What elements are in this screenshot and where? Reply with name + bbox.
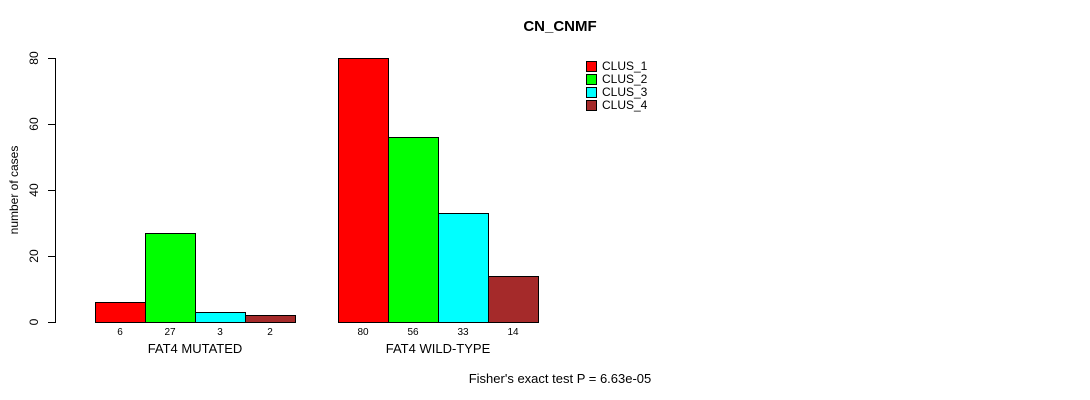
y-tick-label: 80 (27, 51, 41, 65)
chart-title: CN_CNMF (523, 18, 597, 35)
bar-clus_4 (488, 276, 539, 323)
bar-value-label: 56 (407, 327, 419, 338)
y-tick-mark (48, 124, 55, 125)
bar-value-label: 14 (507, 327, 519, 338)
group-label: FAT4 MUTATED (147, 341, 243, 356)
bar-value-label: 6 (117, 327, 123, 338)
bar-clus_3 (438, 213, 489, 323)
legend-label: CLUS_4 (602, 98, 648, 112)
bar-clus_1 (338, 58, 389, 323)
y-tick-mark (48, 58, 55, 59)
bar-value-label: 80 (357, 327, 369, 338)
legend-item: CLUS_4 (586, 99, 647, 112)
bar-clus_2 (388, 137, 439, 323)
legend-label: CLUS_1 (602, 59, 648, 73)
legend-label: CLUS_3 (602, 85, 648, 99)
y-tick-mark (48, 256, 55, 257)
bar-clus_4 (245, 315, 296, 323)
legend-item: CLUS_3 (586, 86, 647, 99)
bar-value-label: 27 (164, 327, 176, 338)
y-tick-label: 40 (27, 183, 41, 197)
bar-value-label: 3 (217, 327, 223, 338)
annotation-text: Fisher's exact test P = 6.63e-05 (468, 371, 652, 386)
legend-swatch (586, 87, 597, 98)
y-tick-mark (48, 322, 55, 323)
y-axis-line (55, 58, 56, 323)
legend-swatch (586, 74, 597, 85)
legend-swatch (586, 61, 597, 72)
bar-value-label: 2 (267, 327, 273, 338)
bar-clus_3 (195, 312, 246, 323)
legend-label: CLUS_2 (602, 72, 648, 86)
y-tick-label: 0 (27, 318, 41, 326)
legend-swatch (586, 100, 597, 111)
y-tick-mark (48, 190, 55, 191)
group-label: FAT4 WILD-TYPE (385, 341, 491, 356)
legend-item: CLUS_2 (586, 73, 647, 86)
y-tick-label: 60 (27, 117, 41, 131)
y-tick-label: 20 (27, 249, 41, 263)
legend: CLUS_1 CLUS_2 CLUS_3 CLUS_4 (586, 60, 647, 112)
bar-clus_1 (95, 302, 146, 323)
y-axis-label: number of cases (7, 145, 21, 235)
legend-item: CLUS_1 (586, 60, 647, 73)
bar-value-label: 33 (457, 327, 469, 338)
bar-clus_2 (145, 233, 196, 323)
